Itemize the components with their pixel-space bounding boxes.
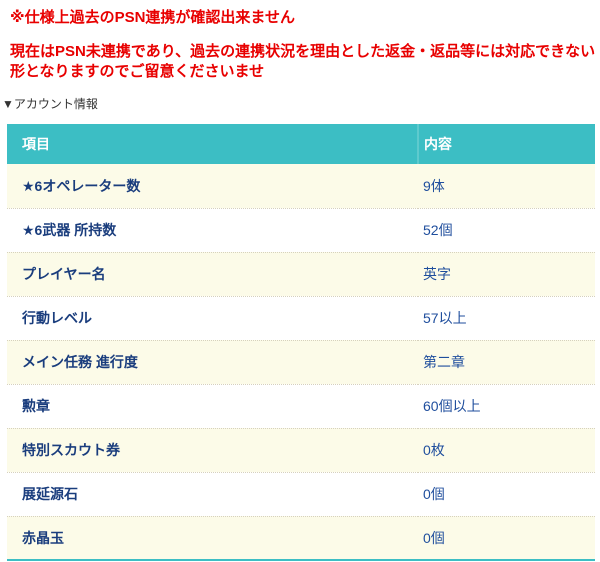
- item-label: プレイヤー名: [7, 251, 418, 296]
- column-header-value: 内容: [417, 124, 595, 164]
- table-row: プレイヤー名 英字: [7, 251, 595, 296]
- warning-psn-link-check: ※仕様上過去のPSN連携が確認出来ません: [10, 9, 295, 26]
- item-label: ★6武器 所持数: [7, 207, 418, 252]
- item-value: 9体: [423, 177, 445, 194]
- table-row: ★6オペレーター数 9体: [7, 164, 595, 208]
- item-label: メイン任務 進行度: [7, 339, 418, 384]
- item-value: 英字: [418, 251, 595, 296]
- item-value: 52個: [418, 207, 595, 252]
- warning-block: ※仕様上過去のPSN連携が確認出来ません 現在はPSN未連携であり、過去の連携状…: [0, 0, 600, 82]
- table-row: メイン任務 進行度 第二章: [7, 339, 595, 384]
- table-header-row: 項目 内容: [7, 124, 595, 164]
- table-row: 勲章 60個以上: [7, 383, 595, 428]
- item-value: 60個以上: [418, 383, 595, 428]
- item-label: 特別スカウト券: [7, 427, 418, 472]
- table-row: 行動レベル 57以上: [7, 295, 595, 340]
- item-value: 57以上: [418, 295, 595, 340]
- item-value: 0個: [418, 515, 595, 560]
- warning-psn-refund-notice: 現在はPSN未連携であり、過去の連携状況を理由とした返金・返品等には対応できない…: [10, 43, 596, 80]
- item-label: 勲章: [7, 383, 418, 428]
- item-value: 第二章: [418, 339, 595, 384]
- item-value: 0枚: [418, 427, 595, 472]
- table-header: 項目 内容: [7, 124, 595, 164]
- table-row: 展延源石 0個: [7, 471, 595, 516]
- item-label: 展延源石: [7, 471, 418, 516]
- table-row: 赤晶玉 0個: [7, 515, 595, 560]
- section-title-account-info: ▼アカウント情報: [2, 97, 98, 111]
- item-label: 行動レベル: [7, 295, 418, 340]
- table-row: ★6武器 所持数 52個: [7, 207, 595, 252]
- account-info-table: 項目 内容 ★6オペレーター数 9体 ★6武器 所持数 52個 プレイヤー名 英…: [7, 124, 595, 561]
- item-value: 0個: [418, 471, 595, 516]
- item-label: 赤晶玉: [7, 515, 418, 560]
- column-header-item: 項目: [7, 124, 418, 164]
- item-label: ★6オペレーター数: [22, 177, 141, 194]
- table-row: 特別スカウト券 0枚: [7, 427, 595, 472]
